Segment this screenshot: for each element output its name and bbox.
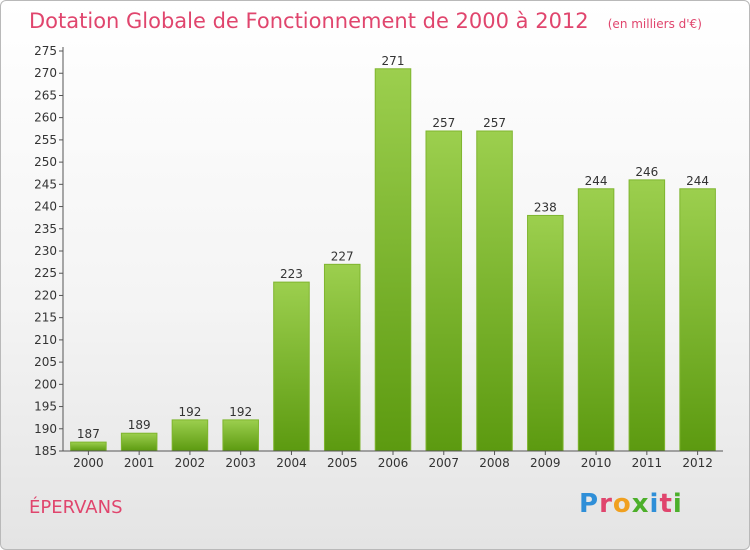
bar-value-label: 227 (331, 249, 354, 263)
x-tick-label: 2004 (276, 456, 307, 470)
bar-value-label: 271 (382, 54, 405, 68)
bar-value-label: 244 (686, 174, 709, 188)
x-tick-label: 2007 (428, 456, 459, 470)
logo-letter: i (649, 489, 660, 519)
y-tick-label: 190 (34, 422, 57, 436)
bar (679, 188, 716, 452)
y-tick-label: 235 (34, 222, 57, 236)
y-tick-label: 255 (34, 133, 57, 147)
y-tick-label: 265 (34, 88, 57, 102)
bar-value-label: 192 (229, 405, 252, 419)
bar-value-label: 187 (77, 427, 100, 441)
bar-value-label: 192 (178, 405, 201, 419)
bar (323, 263, 361, 452)
x-tick-label: 2006 (378, 456, 409, 470)
y-tick-label: 260 (34, 111, 57, 125)
x-tick-label: 2005 (327, 456, 358, 470)
units-label: (en milliers d'€) (607, 17, 702, 31)
bar (374, 68, 412, 452)
x-tick-label: 2000 (73, 456, 104, 470)
bar (425, 130, 463, 452)
bars: 187 189 192 192 223 227 271 257 257 238 244 246 244 (70, 54, 716, 452)
y-tick-label: 275 (34, 44, 57, 58)
logo-letter: o (612, 489, 632, 519)
bar-value-label: 223 (280, 267, 303, 281)
y-tick-label: 200 (34, 377, 57, 391)
bar (476, 130, 513, 452)
x-axis: 2000 2001 2002 2003 2004 2005 2006 2007 2008 2009… (63, 450, 723, 470)
x-tick-label: 2001 (124, 456, 155, 470)
logo-letter: r (599, 489, 613, 519)
y-tick-label: 240 (34, 200, 57, 214)
chart-title: Dotation Globale de Fonctionnement de 20… (29, 9, 589, 33)
bar (628, 179, 666, 452)
bar-value-label: 246 (635, 165, 658, 179)
y-tick-label: 220 (34, 288, 57, 302)
bar (70, 441, 107, 452)
bar (527, 214, 564, 452)
x-tick-label: 2012 (682, 456, 713, 470)
y-tick-label: 225 (34, 266, 57, 280)
y-tick-label: 185 (34, 444, 57, 458)
y-tick-label: 250 (34, 155, 57, 169)
logo-letter: i (672, 489, 683, 519)
y-tick-label: 215 (34, 311, 57, 325)
logo-letter: t (659, 489, 673, 519)
y-tick-label: 205 (34, 355, 57, 369)
bar-value-label: 244 (585, 174, 608, 188)
bar-value-label: 189 (128, 418, 151, 432)
x-tick-label: 2008 (479, 456, 510, 470)
bar (577, 188, 615, 452)
chart-title-group: Dotation Globale de Fonctionnement de 20… (29, 9, 702, 33)
y-tick-label: 270 (34, 66, 57, 80)
commune-name: ÉPERVANS (29, 497, 123, 518)
x-tick-label: 2009 (530, 456, 561, 470)
y-tick-label: 245 (34, 177, 57, 191)
x-tick-label: 2010 (581, 456, 612, 470)
bar (222, 419, 259, 452)
bar-value-label: 257 (432, 116, 455, 130)
y-tick-label: 230 (34, 244, 57, 258)
bar (273, 281, 310, 452)
bar-value-label: 257 (483, 116, 506, 130)
proxiti-logo: Proxiti (579, 489, 683, 519)
bar-value-label: 238 (534, 200, 557, 214)
x-tick-label: 2002 (175, 456, 206, 470)
y-tick-label: 195 (34, 400, 57, 414)
y-axis: 185 190 195 200 205 210 215 220 225 230 235 240 245 2… (34, 44, 64, 458)
logo-letter: P (579, 489, 600, 519)
y-tick-label: 210 (34, 333, 57, 347)
bar (171, 419, 209, 452)
x-tick-label: 2003 (225, 456, 256, 470)
bar (120, 432, 158, 452)
x-tick-label: 2011 (632, 456, 663, 470)
logo-letter: x (631, 489, 650, 519)
